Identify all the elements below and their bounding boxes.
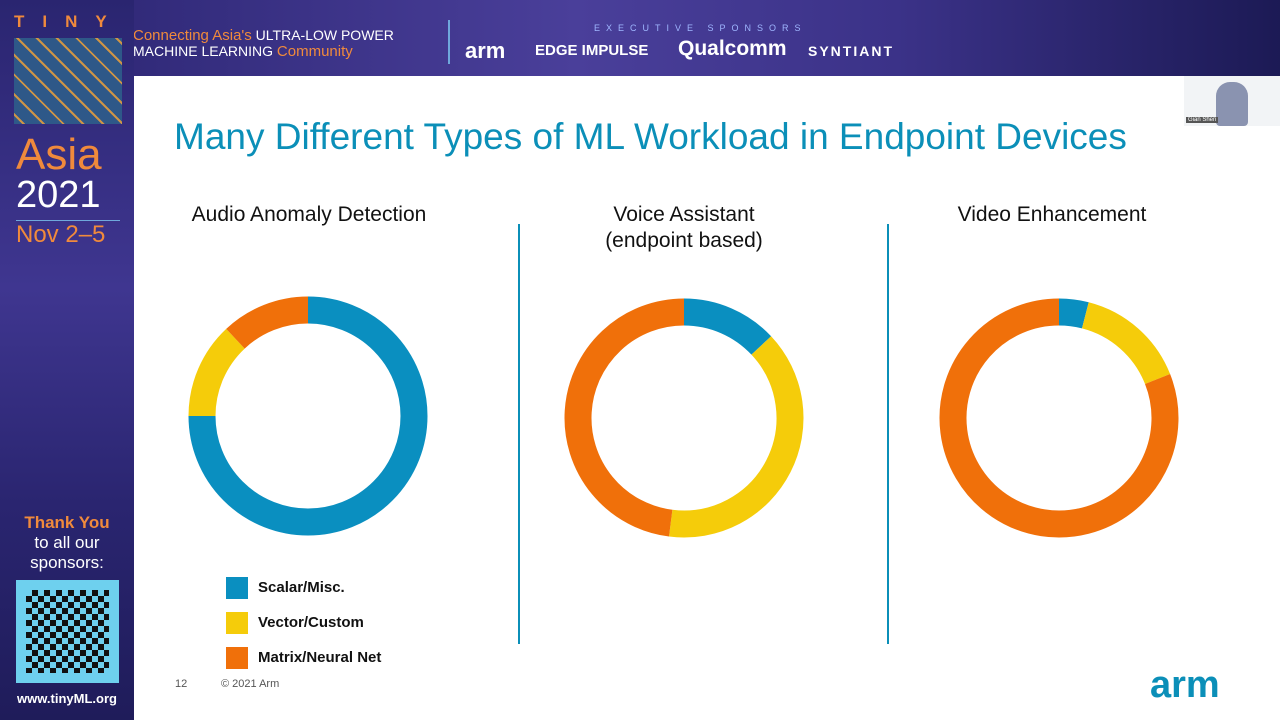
sponsor-qualcomm-logo: Qualcomm	[678, 37, 787, 60]
event-sidebar: TINY Asia 2021 Nov 2–5 Thank You to all …	[0, 0, 134, 720]
tagline-accent: Community	[276, 43, 353, 60]
donut-segment-scalar	[188, 296, 428, 536]
divider	[448, 20, 450, 64]
donut-segment-matrix	[939, 298, 1179, 538]
legend-item-scalar: Scalar/Misc.	[226, 570, 381, 605]
legend-swatch	[226, 611, 248, 634]
donut-chart-audio	[188, 296, 428, 536]
thanks-heading: Thank You	[24, 513, 110, 532]
event-dates: Nov 2–5	[16, 220, 120, 249]
donut-segment-vector	[1081, 302, 1171, 385]
chart-title-line: (endpoint based)	[605, 229, 763, 252]
legend-item-vector: Vector/Custom	[226, 605, 381, 640]
event-region: Asia	[16, 130, 102, 179]
legend-swatch	[226, 646, 248, 669]
column-divider	[518, 224, 520, 644]
tagline-accent: Connecting Asia's	[133, 27, 252, 44]
tagline-text: ULTRA-LOW POWER	[251, 27, 394, 43]
donut-segment-matrix	[226, 296, 309, 349]
donut-chart-video	[939, 298, 1179, 538]
donut-segment-scalar	[683, 298, 772, 355]
qr-code	[16, 580, 119, 683]
chart-title-audio: Audio Anomaly Detection	[191, 203, 427, 226]
slide: Many Different Types of ML Workload in E…	[134, 76, 1280, 720]
tagline-line-2: MACHINE LEARNING Community	[133, 43, 353, 60]
donut-segment-scalar	[1058, 298, 1089, 329]
arm-logo: arm	[1150, 664, 1220, 706]
tagline-text: MACHINE LEARNING	[133, 43, 277, 59]
sponsor-edge-impulse-logo: EDGE IMPULSE	[535, 42, 649, 59]
copyright: © 2021 Arm	[221, 678, 280, 690]
speaker-video	[1216, 82, 1248, 126]
tagline-line-1: Connecting Asia's ULTRA-LOW POWER	[133, 27, 394, 44]
event-year: 2021	[16, 174, 101, 216]
tinyml-logo	[14, 38, 122, 124]
event-banner: Connecting Asia's ULTRA-LOW POWER MACHIN…	[0, 0, 1280, 76]
sponsors-heading: EXECUTIVE SPONSORS	[594, 23, 807, 33]
chart-title-video: Video Enhancement	[957, 203, 1147, 226]
donut-segment-vector	[188, 328, 245, 417]
legend-item-matrix: Matrix/Neural Net	[226, 640, 381, 675]
thanks-text: to all our sponsors:	[30, 533, 104, 572]
legend-label: Matrix/Neural Net	[258, 649, 382, 666]
chart-title-line: Voice Assistant	[613, 203, 755, 226]
legend-swatch	[226, 576, 248, 599]
chart-legend: Scalar/Misc. Vector/Custom Matrix/Neural…	[226, 570, 381, 675]
column-divider	[887, 224, 889, 644]
speaker-webcam: Gian Shen	[1184, 76, 1280, 126]
donut-chart-voice	[564, 298, 804, 538]
sponsor-syntiant-logo: SYNTIANT	[808, 43, 894, 59]
donut-segment-vector	[669, 336, 804, 538]
legend-label: Vector/Custom	[258, 614, 364, 631]
sponsor-arm-logo: arm	[465, 38, 506, 63]
page-number: 12	[175, 678, 188, 690]
tinyml-logo-text: TINY	[14, 12, 125, 31]
donut-segment-matrix	[564, 298, 685, 537]
speaker-name: Gian Shen	[1186, 117, 1219, 123]
chart-title-voice: Voice Assistant (endpoint based)	[504, 202, 864, 254]
legend-label: Scalar/Misc.	[258, 579, 345, 596]
slide-title: Many Different Types of ML Workload in E…	[174, 116, 1127, 157]
website-url: www.tinyML.org	[17, 691, 117, 706]
